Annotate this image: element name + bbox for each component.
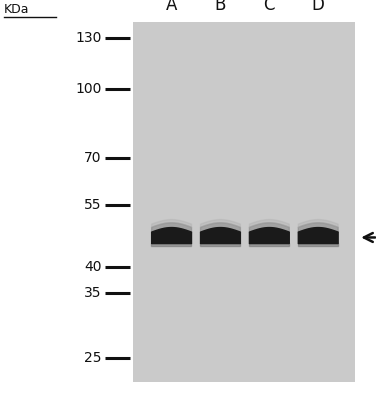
Text: 130: 130 <box>75 31 102 45</box>
Text: B: B <box>214 0 226 14</box>
Text: D: D <box>311 0 324 14</box>
Text: 70: 70 <box>84 151 102 165</box>
Text: 55: 55 <box>84 198 102 212</box>
Text: C: C <box>263 0 274 14</box>
Text: 35: 35 <box>84 286 102 300</box>
FancyBboxPatch shape <box>133 22 355 382</box>
Text: KDa: KDa <box>4 3 29 16</box>
Text: 40: 40 <box>84 260 102 274</box>
Text: A: A <box>165 0 177 14</box>
Text: 100: 100 <box>75 82 102 96</box>
Text: 25: 25 <box>84 351 102 365</box>
